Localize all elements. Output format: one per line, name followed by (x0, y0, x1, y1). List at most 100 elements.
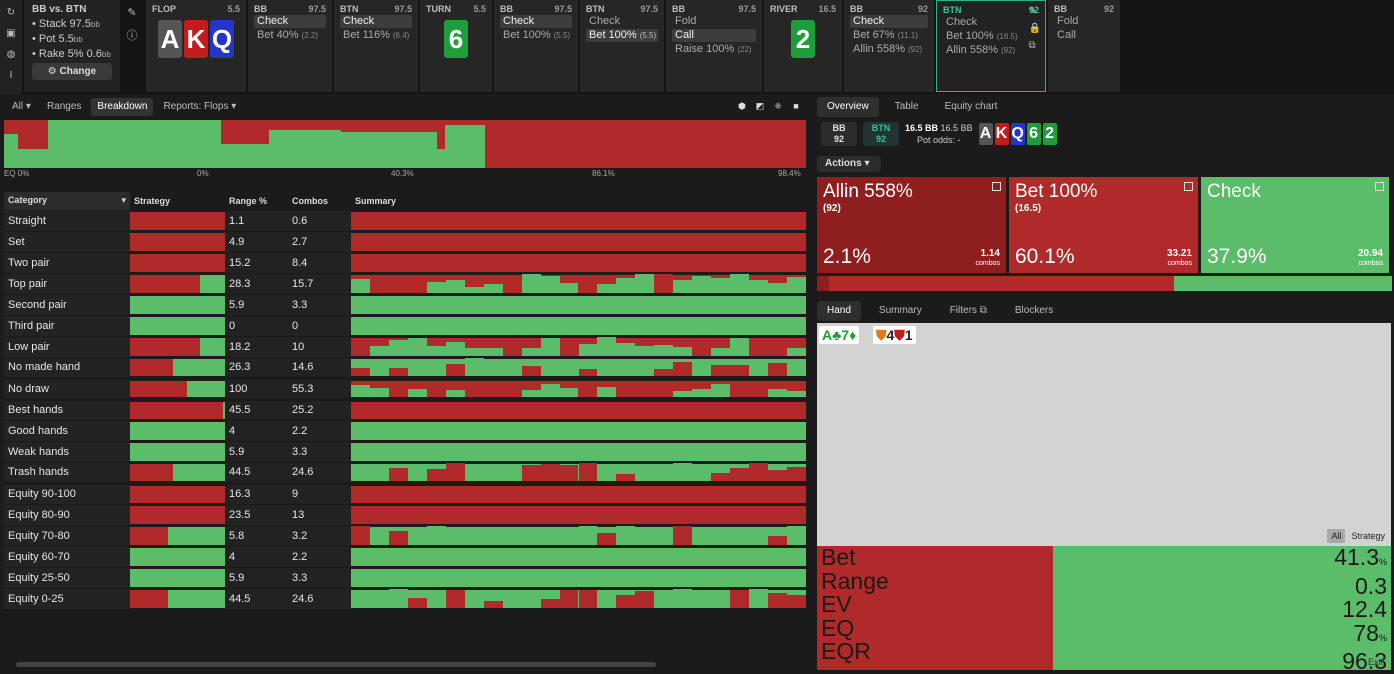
tab-filters[interactable]: Filters ⧉ (949, 305, 987, 316)
tab-ranges[interactable]: Ranges (46, 101, 82, 112)
table-row[interactable]: No draw 100 55.3 (4, 376, 806, 400)
tab-hand[interactable]: Hand (817, 301, 861, 321)
action-box[interactable]: Bet 100% (16.5) 60.1% 33.21 combos (1009, 177, 1198, 273)
menu-icon[interactable] (1375, 182, 1384, 191)
action-item[interactable]: Call (672, 29, 756, 42)
column-header: BTN 92 (943, 5, 1039, 15)
table-row[interactable]: Top pair 28.3 15.7 (4, 273, 806, 295)
table-row[interactable]: Equity 80-90 23.5 13 (4, 504, 806, 526)
summary-column (351, 385, 370, 397)
tab-summary[interactable]: Summary (878, 305, 922, 316)
table-row[interactable]: Equity 60-70 4 2.2 (4, 546, 806, 568)
exit-label[interactable]: Exit (1367, 657, 1383, 667)
menu-icon[interactable] (992, 182, 1001, 191)
blocker-chip[interactable]: ⛊4⛊1 (873, 326, 916, 344)
summary-column (559, 388, 579, 397)
action-item[interactable]: Check (254, 15, 326, 28)
table-row[interactable]: Trash hands 44.5 24.6 (4, 462, 806, 484)
action-item[interactable]: Bet 100% (5.5) (586, 29, 658, 42)
summary-column (502, 345, 522, 356)
all-button[interactable]: All (1327, 529, 1346, 543)
action-item[interactable]: Check (946, 16, 978, 28)
action-item[interactable]: Check (850, 15, 928, 28)
action-item[interactable]: Check (589, 15, 621, 27)
right-tabs: Overview Table Equity chart (815, 96, 1394, 118)
street-column[interactable]: RIVER 16.5 2 (764, 0, 842, 92)
street-column[interactable]: BB 97.5 Check Bet 40% (2.2) (248, 0, 332, 92)
tab-overview[interactable]: Overview (817, 97, 879, 117)
change-button[interactable]: ⚙ Change (32, 63, 112, 80)
street-column[interactable]: BTN 97.5 Check Bet 116% (6.4) (334, 0, 418, 92)
street-column[interactable]: BB 97.5 Fold Call Raise 100% (22) (666, 0, 762, 92)
col-category[interactable]: Category ▾ (4, 192, 130, 211)
street-column[interactable]: BB 92 Check Bet 67% (11.1) Allin 558% (92) (844, 0, 934, 92)
action-item[interactable]: Raise 100% (22) (675, 43, 752, 55)
col-strategy[interactable]: Strategy (130, 192, 225, 211)
grid-icon[interactable]: ⁜ (774, 101, 782, 111)
combos: 0.6 (288, 210, 351, 232)
action-item[interactable]: Fold (675, 15, 697, 27)
action-item[interactable]: Check (340, 15, 412, 28)
table-row[interactable]: Set 4.9 2.7 (4, 231, 806, 253)
table-row[interactable]: No made hand 26.3 14.6 (4, 357, 806, 379)
street-column[interactable]: FLOP 5.5 A K Q (146, 0, 246, 92)
table-row[interactable]: Good hands 4 2.2 (4, 420, 806, 442)
table-row[interactable]: Equity 25-50 5.9 3.3 (4, 567, 806, 589)
tab-equity-chart[interactable]: Equity chart (944, 101, 998, 112)
horizontal-scrollbar[interactable] (16, 662, 656, 667)
action-item[interactable]: Check (500, 15, 572, 28)
action-box[interactable]: Check 37.9% 20.94 combos (1201, 177, 1389, 273)
table-row[interactable]: Third pair 0 0 (4, 315, 806, 337)
contrast-icon[interactable]: ◩ (755, 101, 765, 111)
table-row[interactable]: Second pair 5.9 3.3 (4, 294, 806, 316)
text-cursor-icon[interactable]: Ⅰ (9, 70, 13, 81)
refresh-icon[interactable]: ↻ (6, 7, 16, 18)
table-row[interactable]: Equity 0-25 44.5 24.6 (4, 588, 806, 610)
table-row[interactable]: Two pair 15.2 8.4 (4, 252, 806, 274)
col-combos[interactable]: Combos (288, 192, 351, 211)
street-column[interactable]: BTN 97.5 Check Bet 100% (5.5) (580, 0, 664, 92)
hand-chip[interactable]: A♣7♦ (819, 326, 860, 344)
strategy-button[interactable]: Strategy (1351, 531, 1385, 541)
street-column[interactable]: BB 97.5 Check Bet 100% (5.5) (494, 0, 578, 92)
table-row[interactable]: Weak hands 5.9 3.3 (4, 441, 806, 463)
tab-all[interactable]: All ▾ (12, 101, 31, 112)
action-item[interactable]: Bet 40% (2.2) (257, 29, 319, 41)
action-box[interactable]: Allin 558% (92) 2.1% 1.14 combos (817, 177, 1006, 273)
tab-blockers[interactable]: Blockers (1014, 305, 1054, 316)
action-item[interactable]: Bet 116% (6.4) (343, 29, 410, 41)
lock-icon[interactable]: 🔒 (1028, 23, 1041, 34)
tab-reports[interactable]: Reports: Flops ▾ (163, 101, 237, 112)
street-column[interactable]: BB 92 Fold Call (1048, 0, 1120, 92)
table-row[interactable]: Straight 1.1 0.6 (4, 210, 806, 232)
action-item[interactable]: Bet 67% (11.1) (853, 29, 918, 41)
pencil-icon[interactable]: ✎ (1028, 6, 1037, 17)
action-item[interactable]: Fold (1057, 15, 1079, 27)
table-row[interactable]: Low pair 18.2 10 (4, 336, 806, 358)
gamepad-icon[interactable]: ◍ (6, 49, 16, 60)
menu-icon[interactable] (1184, 182, 1193, 191)
action-item[interactable]: Allin 558% (92) (853, 43, 923, 55)
col-summary[interactable]: Summary (351, 192, 806, 211)
square-icon[interactable]: ■ (793, 101, 799, 111)
tab-table[interactable]: Table (894, 101, 919, 112)
street-column[interactable]: BTN 92 Check Bet 100% (16.5) Allin 558% (92) ✎ 🔒… (936, 0, 1046, 92)
table-row[interactable]: Equity 90-100 16.3 9 (4, 481, 806, 505)
book-icon[interactable]: ⧉ (1028, 40, 1036, 51)
col-range[interactable]: Range % (225, 192, 288, 211)
street-column[interactable]: TURN 5.5 6 (420, 0, 492, 92)
action-item[interactable]: Allin 558% (92) (946, 44, 1016, 56)
info-icon[interactable]: ⓘ (126, 30, 138, 42)
action-item[interactable]: Bet 100% (16.5) (946, 30, 1018, 42)
summary-column (635, 534, 655, 545)
table-row[interactable]: Best hands 45.5 25.2 (4, 397, 806, 421)
tab-breakdown[interactable]: Breakdown (91, 98, 154, 116)
strategy-bar (130, 315, 225, 337)
cube-icon[interactable]: ⬢ (738, 101, 746, 111)
action-item[interactable]: Call (1057, 29, 1076, 41)
table-row[interactable]: Equity 70-80 5.8 3.2 (4, 525, 806, 547)
pencil-icon[interactable]: ✎ (127, 7, 137, 19)
save-icon[interactable]: ▣ (6, 28, 16, 39)
action-item[interactable]: Bet 100% (5.5) (503, 29, 571, 41)
actions-dropdown[interactable]: Actions ▾ (817, 156, 881, 172)
